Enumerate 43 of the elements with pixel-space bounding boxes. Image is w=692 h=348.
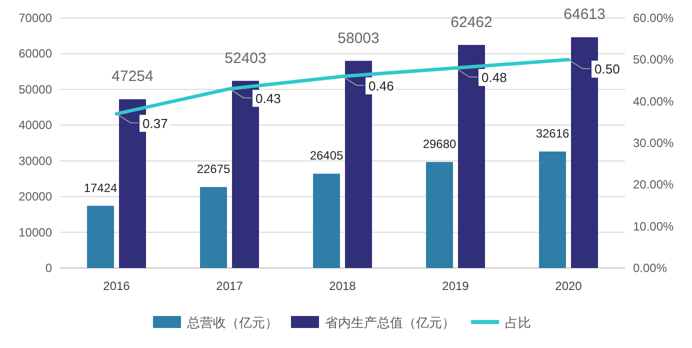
data-label: 52403: [224, 50, 266, 67]
y2-tick-label: 60.00%: [633, 11, 674, 25]
data-label: 29680: [422, 137, 457, 151]
data-label: 64613: [564, 6, 606, 24]
y2-tick-label: 40.00%: [633, 94, 674, 108]
y-tick-label: 60000: [18, 46, 52, 61]
x-tick-label: 2018: [329, 279, 356, 293]
data-label: 0.43: [256, 90, 281, 106]
bar: [539, 152, 566, 268]
y-tick-label: 50000: [18, 82, 52, 96]
bar: [87, 206, 114, 268]
data-label: 32616: [536, 126, 570, 141]
bar: [200, 187, 227, 268]
x-tick-label: 2016: [103, 279, 130, 293]
data-label: 62462: [450, 14, 492, 31]
data-label: 0.48: [482, 70, 507, 85]
data-label: 0.50: [594, 62, 620, 77]
data-label: 26405: [310, 148, 344, 163]
y-tick-label: 0: [45, 261, 52, 275]
data-label: 47254: [112, 68, 154, 86]
y2-tick-label: 10.00%: [633, 219, 674, 234]
legend-label: 省内生产总值（亿元）: [325, 315, 455, 330]
x-tick-label: 2019: [442, 279, 470, 293]
data-label: 58003: [338, 30, 380, 47]
legend-label: 占比: [505, 315, 531, 330]
data-label: 0.46: [368, 78, 394, 94]
legend-label: 总营收（亿元）: [186, 315, 278, 330]
y2-tick-label: 30.00%: [633, 136, 674, 150]
data-label: 22675: [196, 162, 231, 176]
x-tick-label: 2017: [216, 279, 244, 293]
y-tick-label: 70000: [18, 11, 52, 25]
bar: [426, 162, 453, 268]
y-tick-label: 30000: [18, 154, 52, 168]
y2-tick-label: 50.00%: [633, 52, 674, 67]
y-tick-label: 40000: [18, 118, 52, 132]
bar: [313, 174, 340, 268]
data-label: 17424: [84, 180, 118, 195]
y2-tick-label: 20.00%: [633, 178, 674, 192]
y-tick-label: 20000: [18, 190, 52, 204]
data-label: 0.37: [142, 116, 168, 131]
y2-tick-label: 0.00%: [633, 261, 668, 275]
x-tick-label: 2020: [555, 279, 582, 293]
y-tick-label: 10000: [18, 225, 52, 240]
